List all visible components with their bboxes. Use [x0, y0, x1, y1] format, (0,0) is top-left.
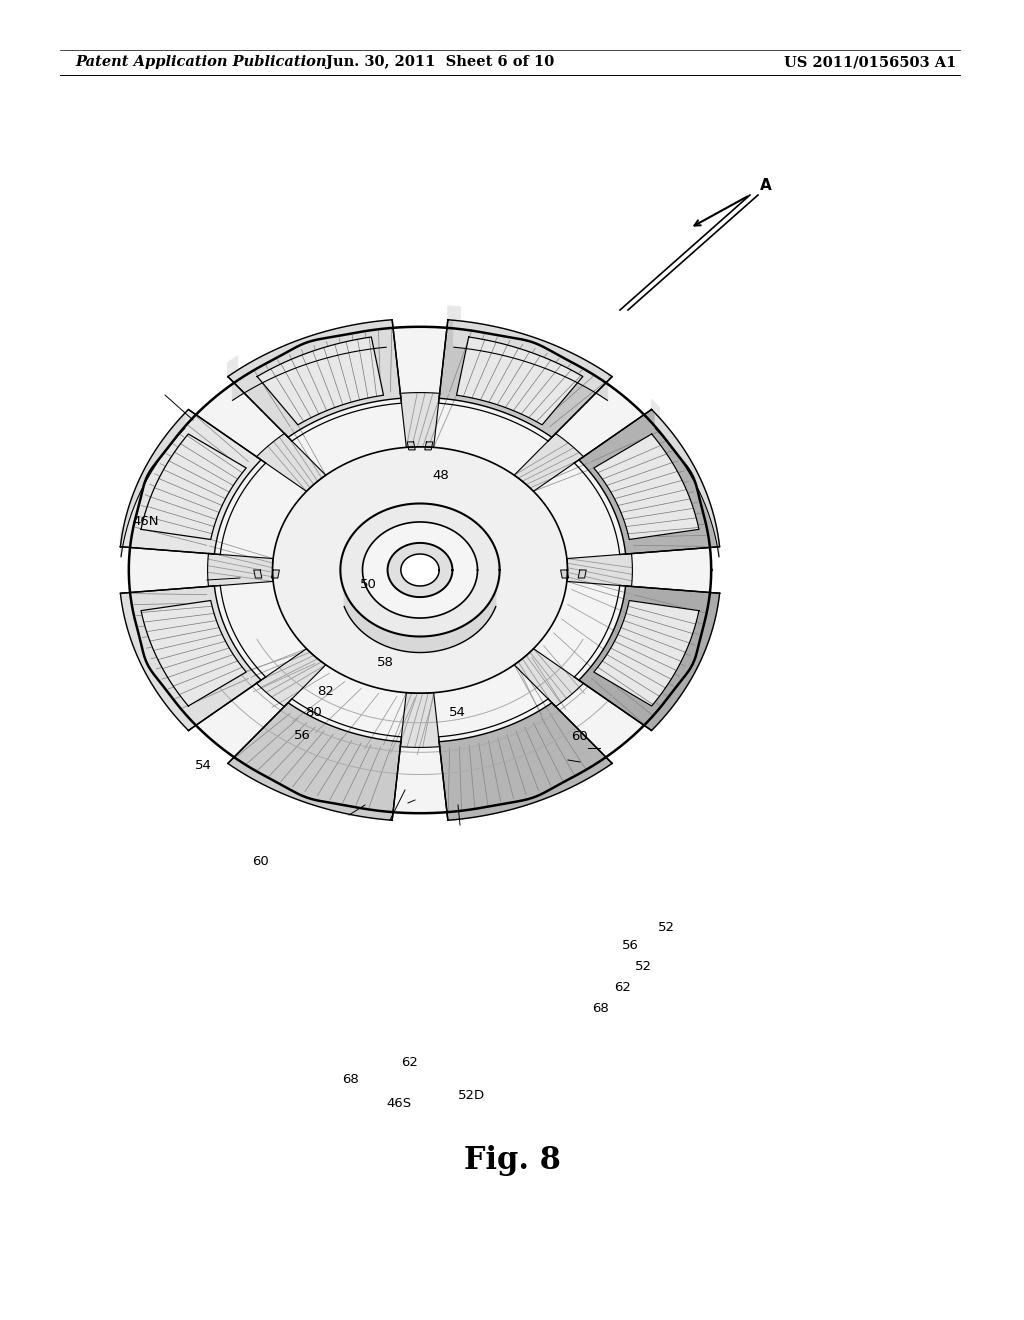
- Polygon shape: [121, 413, 184, 557]
- Polygon shape: [594, 434, 699, 540]
- Text: 46S: 46S: [387, 1097, 412, 1110]
- Text: 56: 56: [295, 729, 311, 742]
- Polygon shape: [594, 601, 699, 706]
- Polygon shape: [579, 586, 720, 730]
- Polygon shape: [121, 527, 122, 546]
- Polygon shape: [400, 554, 439, 586]
- Polygon shape: [141, 601, 246, 706]
- Polygon shape: [454, 321, 607, 400]
- Polygon shape: [579, 570, 586, 578]
- Polygon shape: [228, 356, 238, 376]
- Polygon shape: [257, 648, 326, 706]
- Text: 60: 60: [571, 730, 588, 743]
- Text: 58: 58: [377, 656, 393, 669]
- Polygon shape: [272, 446, 567, 693]
- Polygon shape: [129, 327, 712, 813]
- Text: 46N: 46N: [132, 515, 159, 528]
- Text: 68: 68: [342, 1073, 358, 1086]
- Polygon shape: [400, 693, 439, 747]
- Text: 48: 48: [432, 469, 449, 482]
- Polygon shape: [362, 521, 477, 618]
- Polygon shape: [514, 648, 584, 706]
- Text: A: A: [760, 177, 772, 193]
- Text: 80: 80: [305, 706, 322, 719]
- Polygon shape: [340, 503, 500, 636]
- Text: Patent Application Publication: Patent Application Publication: [75, 55, 327, 69]
- Polygon shape: [141, 434, 246, 540]
- Polygon shape: [257, 433, 326, 491]
- Polygon shape: [271, 570, 280, 578]
- Polygon shape: [567, 553, 633, 586]
- Polygon shape: [439, 702, 612, 820]
- Polygon shape: [400, 392, 439, 447]
- Polygon shape: [425, 442, 433, 450]
- Polygon shape: [447, 306, 460, 321]
- Polygon shape: [514, 433, 584, 491]
- Polygon shape: [560, 570, 568, 578]
- Text: 52D: 52D: [458, 1089, 484, 1102]
- Text: US 2011/0156503 A1: US 2011/0156503 A1: [783, 55, 956, 69]
- Text: 56: 56: [622, 939, 638, 952]
- Polygon shape: [228, 702, 400, 820]
- Text: 62: 62: [614, 981, 631, 994]
- Polygon shape: [651, 400, 659, 417]
- Polygon shape: [257, 337, 384, 425]
- Polygon shape: [655, 413, 719, 557]
- Polygon shape: [208, 553, 273, 586]
- Text: 68: 68: [592, 1002, 608, 1015]
- Polygon shape: [254, 570, 262, 578]
- Text: 54: 54: [196, 759, 212, 772]
- Polygon shape: [579, 409, 720, 554]
- Polygon shape: [121, 586, 261, 730]
- Text: 82: 82: [317, 685, 334, 698]
- Text: 54: 54: [449, 706, 465, 719]
- Polygon shape: [344, 590, 496, 652]
- Polygon shape: [408, 442, 415, 450]
- Text: Fig. 8: Fig. 8: [464, 1144, 560, 1176]
- Text: 52: 52: [635, 960, 652, 973]
- Text: 60: 60: [253, 855, 269, 869]
- Polygon shape: [457, 337, 583, 425]
- Polygon shape: [232, 321, 386, 400]
- Text: 52: 52: [658, 921, 676, 935]
- Text: 50: 50: [360, 578, 377, 591]
- Text: Jun. 30, 2011  Sheet 6 of 10: Jun. 30, 2011 Sheet 6 of 10: [326, 55, 554, 69]
- Polygon shape: [439, 319, 612, 437]
- Polygon shape: [387, 543, 453, 597]
- Polygon shape: [228, 319, 400, 437]
- Polygon shape: [121, 409, 261, 554]
- Text: 62: 62: [401, 1056, 418, 1069]
